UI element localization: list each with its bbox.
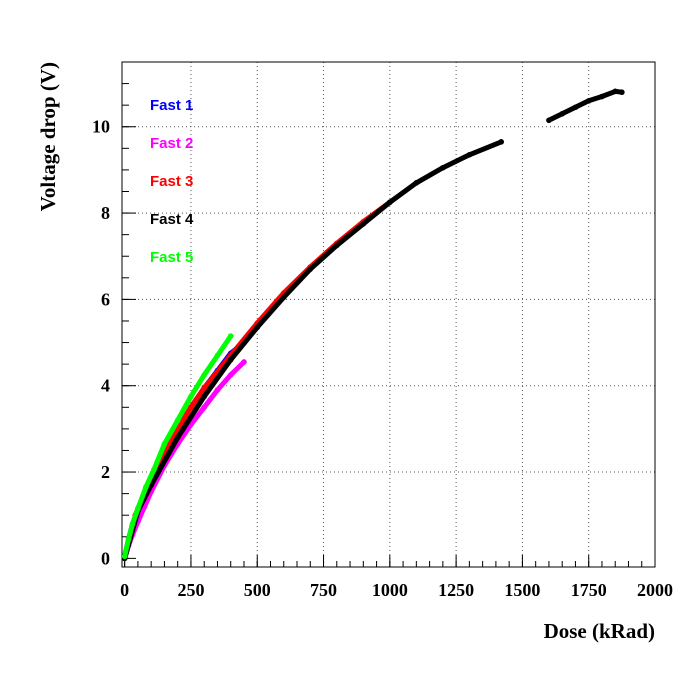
y-tick-label: 2 <box>101 462 110 482</box>
data-point <box>254 324 261 331</box>
legend-entry: Fast 2 <box>150 135 193 152</box>
data-point <box>307 266 314 272</box>
data-point <box>413 180 420 186</box>
data-point <box>201 404 208 411</box>
data-point <box>188 393 194 400</box>
series-line <box>122 359 247 561</box>
data-point <box>227 357 234 363</box>
series-fast-1 <box>121 339 247 560</box>
data-point <box>121 553 128 560</box>
x-tick-label: 2000 <box>637 580 673 600</box>
series-line <box>122 340 247 559</box>
x-axis-label: Dose (kRad) <box>544 619 655 643</box>
y-tick-label: 10 <box>92 117 110 137</box>
series-fast-5 <box>121 333 234 560</box>
data-point <box>125 536 132 542</box>
data-point <box>214 387 221 393</box>
series-fast-3 <box>132 199 393 519</box>
y-tick-label: 4 <box>101 376 110 396</box>
x-tick-label: 0 <box>120 580 129 600</box>
data-point <box>599 93 605 100</box>
legend-entry: Fast 1 <box>150 97 193 114</box>
series-fast-2 <box>121 359 247 562</box>
x-tick-label: 1500 <box>504 580 540 600</box>
data-point <box>201 385 208 391</box>
x-tick-label: 250 <box>177 580 204 600</box>
data-point <box>360 221 367 227</box>
plot-frame <box>121 61 656 568</box>
data-point <box>280 294 287 301</box>
data-point <box>619 89 625 96</box>
y-axis-label: Voltage drop (V) <box>36 62 60 211</box>
legend-entry: Fast 4 <box>150 211 194 228</box>
data-point <box>333 242 340 249</box>
data-point <box>143 484 149 490</box>
data-point <box>585 98 592 104</box>
data-point <box>241 359 247 365</box>
series-fast-4 <box>121 88 625 562</box>
data-point <box>151 467 157 473</box>
data-point <box>201 372 208 378</box>
data-point <box>174 434 181 441</box>
data-point <box>440 164 446 171</box>
data-point <box>572 104 579 111</box>
data-point <box>161 441 168 447</box>
data-point <box>559 110 565 117</box>
x-tick-label: 1250 <box>438 580 474 600</box>
data-point <box>466 151 473 158</box>
data-point <box>135 505 141 512</box>
data-point <box>188 404 194 411</box>
legend-entry: Fast 5 <box>150 249 193 266</box>
data-point <box>201 393 208 400</box>
data-point <box>612 88 619 95</box>
axis-ticks: 0 250 500 750 1000 1250 1500 1750 2000 0 2 4 6 8 10 <box>92 61 673 600</box>
y-tick-label: 0 <box>101 548 110 568</box>
legend-entry: Fast 3 <box>150 173 193 190</box>
y-tick-label: 6 <box>101 289 110 309</box>
x-tick-label: 500 <box>244 580 271 600</box>
legend: Fast 1 Fast 2 Fast 3 Fast 4 Fast 5 <box>150 97 194 266</box>
grid <box>122 62 656 567</box>
data-series <box>121 88 625 562</box>
series-line <box>122 88 625 561</box>
data-point <box>227 333 234 339</box>
data-point <box>129 521 136 527</box>
y-tick-label: 8 <box>101 203 110 223</box>
x-tick-label: 1000 <box>372 580 408 600</box>
data-point <box>387 199 393 206</box>
data-point <box>214 352 221 359</box>
x-tick-label: 750 <box>310 580 337 600</box>
data-point <box>227 372 234 378</box>
data-point <box>498 139 504 145</box>
data-point <box>174 417 181 424</box>
x-tick-label: 1750 <box>571 580 607 600</box>
data-point <box>546 117 552 124</box>
